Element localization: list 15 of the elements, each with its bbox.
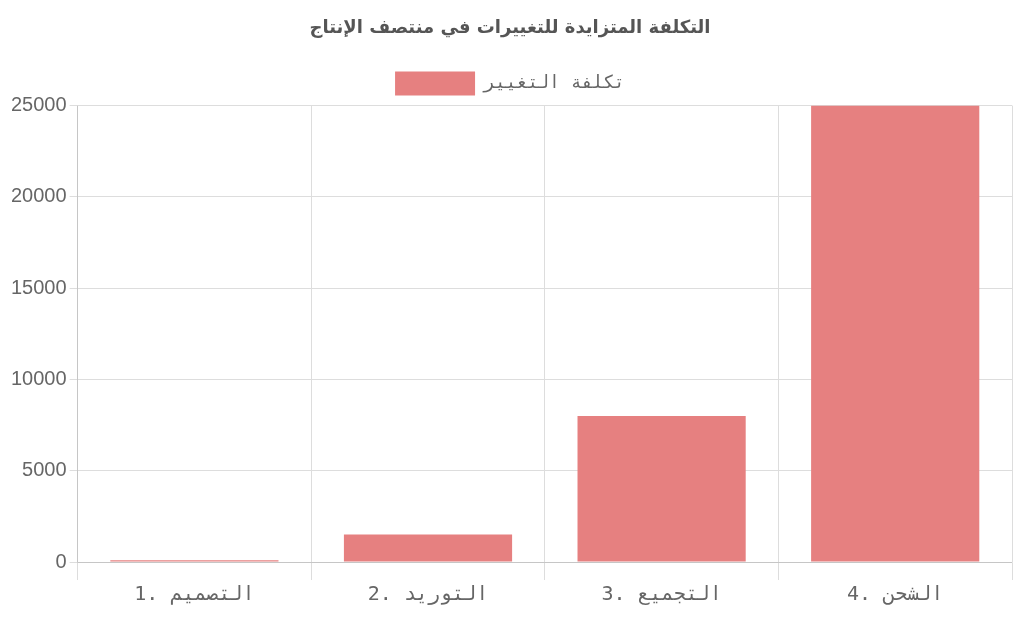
y-tick-label: 10000 (10, 366, 67, 389)
y-tick-label: 20000 (10, 184, 67, 207)
legend-label: تكلفة التغيير (482, 71, 625, 94)
y-tick-label: 0 (55, 549, 67, 572)
chart-title: التكلفة المتزايدة للتغييرات في منتصف الإنتاج (309, 16, 711, 39)
x-tick-label: 1. التصميم (134, 581, 255, 606)
bar (343, 534, 513, 562)
bar (577, 415, 746, 562)
x-tick-label: 2. التوريد (367, 581, 489, 606)
y-tick-label: 25000 (10, 93, 67, 116)
y-tick-label: 5000 (22, 458, 67, 481)
x-tick-label: 3. التجميع (601, 581, 722, 606)
y-tick-label: 15000 (10, 275, 67, 298)
bar (811, 105, 980, 562)
x-tick-label: 4. الشحن (847, 581, 944, 606)
